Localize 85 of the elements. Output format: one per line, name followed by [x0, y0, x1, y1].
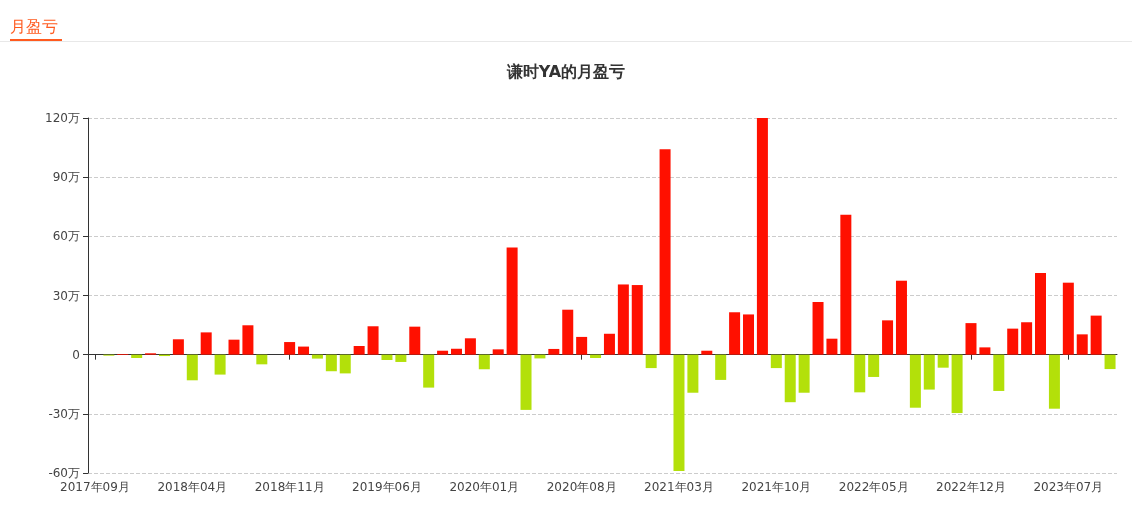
y-tick-label: 30万: [52, 288, 80, 303]
y-tick-label: -30万: [48, 406, 80, 421]
bar: [423, 354, 435, 388]
bar: [186, 354, 198, 381]
bar: [965, 323, 977, 355]
bar: [200, 332, 212, 355]
bar: [325, 354, 337, 372]
bar: [478, 354, 490, 370]
bar: [854, 354, 866, 393]
bar: [562, 309, 574, 355]
x-tick-label: 2022年05月: [838, 480, 909, 494]
bar: [464, 338, 476, 355]
bar: [937, 354, 949, 368]
bar: [701, 350, 713, 355]
bar: [284, 342, 296, 355]
bar: [256, 354, 268, 365]
bar: [1021, 322, 1033, 355]
x-tick-label: 2020年08月: [546, 480, 617, 494]
bar: [1048, 354, 1060, 409]
y-tick-label: 60万: [52, 229, 80, 244]
bar: [520, 354, 532, 410]
x-tick-label: 2023年07月: [1033, 480, 1104, 494]
bar: [506, 247, 518, 355]
bar: [756, 118, 768, 355]
bar: [826, 338, 838, 355]
bar: [729, 312, 741, 355]
y-tick-label: -60万: [48, 466, 80, 480]
bar: [1035, 273, 1047, 355]
bar: [673, 354, 685, 472]
bar: [367, 326, 379, 355]
bar: [576, 336, 588, 355]
bar: [353, 345, 365, 355]
y-tick-label: 120万: [45, 111, 80, 125]
bar: [298, 346, 310, 355]
bar: [979, 347, 991, 355]
bar: [687, 354, 699, 393]
bar: [450, 348, 462, 355]
bar: [909, 354, 921, 408]
bar: [617, 284, 629, 355]
text: 月盈亏: [10, 16, 58, 36]
x-tick-label: 2018年11月: [254, 480, 325, 494]
bar: [437, 350, 449, 355]
bar: [993, 354, 1005, 391]
bar: [339, 354, 351, 374]
bar: [784, 354, 796, 403]
y-tick-label: 0: [72, 347, 80, 362]
bar: [311, 354, 323, 359]
bar: [242, 325, 254, 355]
x-tick-label: 2022年12月: [936, 480, 1006, 494]
bar: [1104, 354, 1116, 370]
bar: [812, 302, 824, 355]
bar: [715, 354, 727, 380]
bar: [492, 349, 504, 355]
bar: [882, 320, 894, 355]
bar: [1076, 334, 1088, 355]
x-tick-label: 2021年10月: [741, 480, 812, 494]
x-tick-label: 2020年01月: [449, 480, 520, 494]
bar: [645, 354, 657, 369]
bar: [951, 354, 963, 414]
x-tick-label: 2021年03月: [644, 480, 714, 494]
bar: [743, 314, 755, 355]
bar: [1062, 282, 1074, 355]
bar: [798, 354, 810, 393]
bar: [923, 354, 935, 390]
bar: [603, 333, 615, 355]
x-tick-label: 2019年06月: [352, 480, 422, 494]
bar: [409, 326, 421, 355]
x-tick-label: 2017年09月: [60, 480, 130, 494]
bar: [172, 339, 184, 355]
bar: [214, 354, 226, 375]
chart-title: 谦时YA的月盈亏: [505, 61, 626, 81]
bar: [548, 348, 560, 355]
bar: [395, 354, 407, 362]
bar: [1007, 328, 1019, 355]
bar: [895, 280, 907, 355]
bar: [659, 149, 671, 355]
bar: [631, 285, 643, 355]
bar: [840, 214, 852, 355]
bar: [770, 354, 782, 369]
bar: [868, 354, 880, 377]
bar: [1090, 315, 1102, 355]
bar: [228, 339, 240, 355]
bar: [381, 354, 393, 360]
x-tick-label: 2018年04月: [157, 480, 228, 494]
y-tick-label: 90万: [52, 170, 80, 185]
